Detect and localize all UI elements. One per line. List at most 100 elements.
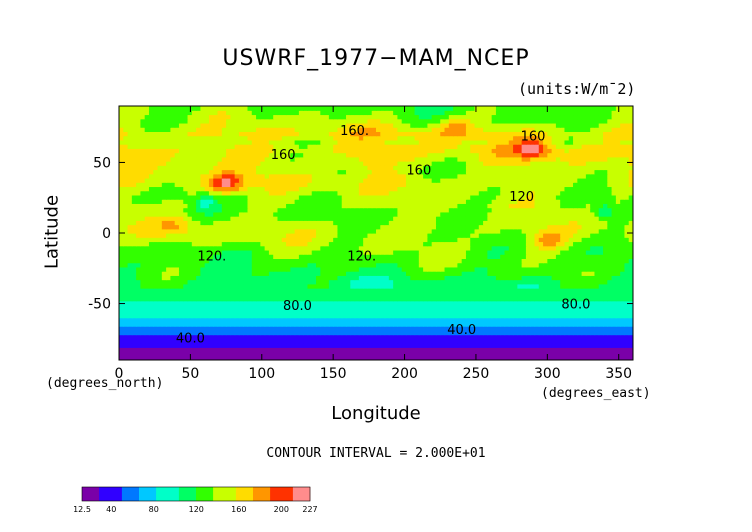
heatmap-cell <box>131 347 137 353</box>
heatmap-cell <box>187 233 193 238</box>
heatmap-cell <box>577 347 583 353</box>
heatmap-cell <box>358 347 364 353</box>
heatmap-cell <box>585 296 591 302</box>
heatmap-cell <box>448 279 454 285</box>
heatmap-cell <box>405 245 411 251</box>
heatmap-cell <box>594 283 600 289</box>
heatmap-cell <box>594 194 600 200</box>
heatmap-cell <box>568 194 574 200</box>
heatmap-cell <box>598 203 604 209</box>
heatmap-cell <box>414 309 420 315</box>
heatmap-cell <box>598 241 604 247</box>
heatmap-cell <box>208 203 214 209</box>
heatmap-cell <box>598 296 604 302</box>
heatmap-cell <box>397 254 403 259</box>
heatmap-cell <box>290 313 296 319</box>
heatmap-cell <box>495 292 501 298</box>
heatmap-cell <box>277 334 283 340</box>
heatmap-cell <box>320 249 326 255</box>
heatmap-cell <box>581 321 587 327</box>
heatmap-cell <box>573 266 578 272</box>
heatmap-cell <box>221 321 227 327</box>
heatmap-cell <box>127 262 133 268</box>
heatmap-cell <box>230 343 236 348</box>
heatmap-cell <box>577 292 583 298</box>
heatmap-cell <box>564 283 570 289</box>
heatmap-cell <box>478 347 484 353</box>
heatmap-cell <box>530 296 536 302</box>
heatmap-cell <box>538 321 544 327</box>
heatmap-cell <box>581 228 587 234</box>
heatmap-cell <box>607 220 613 226</box>
heatmap-cell <box>538 313 544 319</box>
heatmap-cell <box>153 300 159 306</box>
heatmap-cell <box>410 182 416 188</box>
heatmap-cell <box>598 211 604 217</box>
heatmap-cell <box>517 241 523 247</box>
heatmap-cell <box>200 338 206 344</box>
heatmap-cell <box>350 224 356 230</box>
heatmap-cell <box>183 241 189 247</box>
heatmap-cell <box>166 351 171 357</box>
heatmap-cell <box>380 224 386 230</box>
heatmap-cell <box>624 304 630 310</box>
heatmap-cell <box>410 355 416 360</box>
heatmap-cell <box>530 224 536 230</box>
heatmap-cell <box>401 237 407 243</box>
heatmap-cell <box>316 266 321 272</box>
heatmap-cell <box>478 334 484 340</box>
heatmap-cell <box>290 224 296 230</box>
heatmap-cell <box>307 321 313 327</box>
heatmap-cell <box>525 262 531 268</box>
heatmap-cell <box>517 271 523 276</box>
heatmap-cell <box>628 190 633 196</box>
heatmap-cell <box>547 203 553 209</box>
heatmap-cell <box>311 241 317 247</box>
heatmap-cell <box>594 347 600 353</box>
heatmap-cell <box>393 321 399 327</box>
heatmap-cell <box>337 292 343 298</box>
heatmap-cell <box>465 296 471 302</box>
heatmap-cell <box>333 283 339 289</box>
heatmap-cell <box>277 330 283 336</box>
heatmap-cell <box>393 330 399 336</box>
heatmap-cell <box>341 321 347 327</box>
heatmap-cell <box>311 326 317 331</box>
heatmap-cell <box>217 288 223 293</box>
heatmap-cell <box>196 317 201 323</box>
heatmap-cell <box>603 199 608 204</box>
heatmap-cell <box>380 258 386 264</box>
heatmap-cell <box>127 355 133 360</box>
heatmap-cell <box>380 300 386 306</box>
heatmap-cell <box>131 330 137 336</box>
heatmap-cell <box>170 313 176 319</box>
heatmap-cell <box>474 283 480 289</box>
heatmap-cell <box>144 220 150 226</box>
heatmap-cell <box>598 292 604 298</box>
heatmap-cell <box>624 262 630 268</box>
heatmap-cell <box>247 326 253 331</box>
heatmap-cell <box>144 249 150 255</box>
heatmap-cell <box>333 304 339 310</box>
heatmap-cell <box>500 228 506 234</box>
heatmap-cell <box>204 313 210 319</box>
heatmap-cell <box>136 220 142 226</box>
heatmap-cell <box>140 224 146 230</box>
heatmap-cell <box>234 326 240 331</box>
heatmap-cell <box>153 338 159 344</box>
heatmap-cell <box>534 228 540 234</box>
heatmap-cell <box>131 304 137 310</box>
heatmap-cell <box>628 330 633 336</box>
heatmap-cell <box>119 283 124 289</box>
heatmap-cell <box>598 300 604 306</box>
heatmap-cell <box>534 262 540 268</box>
heatmap-cell <box>234 228 240 234</box>
heatmap-cell <box>551 194 557 200</box>
heatmap-cell <box>615 279 621 285</box>
heatmap-cell <box>346 194 351 200</box>
heatmap-cell <box>427 317 433 323</box>
heatmap-cell <box>131 203 137 209</box>
heatmap-cell <box>538 245 544 251</box>
heatmap-cell <box>568 296 574 302</box>
heatmap-cell <box>204 190 210 196</box>
